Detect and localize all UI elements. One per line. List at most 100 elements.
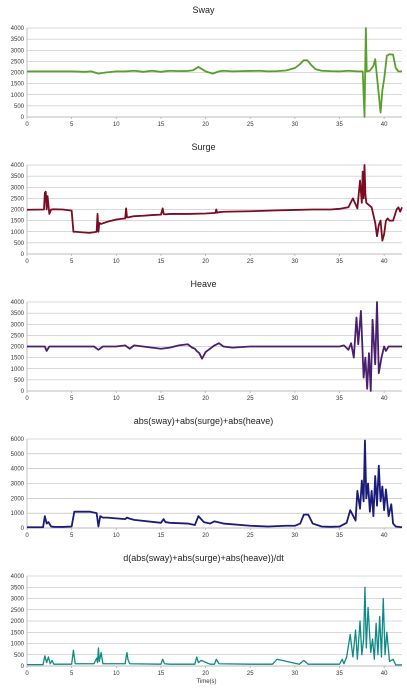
x-tick-label: 25 [247,671,254,677]
x-tick-label: 5 [70,396,74,402]
y-tick-label: 2500 [11,333,25,339]
y-tick-label: 3500 [11,174,25,180]
chart-panel-3: abs(sway)+abs(surge)+abs(heave) 0 1000 2000… [11,416,403,539]
y-tick-label: 1500 [11,356,25,362]
y-tick-label: 1000 [11,367,25,373]
y-tick-label: 3500 [11,311,25,317]
chart-title: abs(sway)+abs(surge)+abs(heave) [134,416,274,426]
x-tick-label: 35 [336,122,343,128]
series-line-0 [27,439,403,529]
x-tick-label: 35 [336,259,343,265]
x-tick-label: 15 [158,396,165,402]
y-tick-label: 2000 [11,71,25,77]
x-tick-label: 0 [25,122,29,128]
y-tick-label: 3000 [11,185,25,191]
y-tick-label: 500 [14,241,25,247]
x-tick-label: 35 [336,396,343,402]
x-tick-label: 15 [158,259,165,265]
chart-panel-4: d(abs(sway)+abs(surge)+abs(heave))/dt050… [11,553,402,685]
x-tick-label: 15 [158,533,165,539]
y-tick-label: 4000 [11,163,25,169]
y-tick-label: 0 [21,389,25,395]
x-tick-label: 20 [202,122,209,128]
x-tick-label: 0 [25,671,29,677]
y-tick-label: 1500 [11,82,25,88]
x-tick-label: 15 [158,122,165,128]
chart-panel-0: Sway 0 500 1000 1500 2000 2500 3000 3500 4000 0 5 10… [11,5,402,128]
x-tick-label: 25 [247,122,254,128]
x-tick-label: 20 [202,396,209,402]
y-tick-label: 4000 [11,467,25,473]
y-tick-label: 1000 [11,230,25,236]
chart-title: Sway [192,5,215,15]
y-tick-label: 4000 [11,574,25,580]
y-tick-label: 1000 [11,93,25,99]
x-tick-label: 30 [292,259,299,265]
x-tick-label: 10 [113,259,120,265]
y-tick-label: 1500 [11,630,25,636]
x-tick-label: 10 [113,122,120,128]
x-tick-label: 5 [70,122,74,128]
x-tick-label: 5 [70,671,74,677]
y-tick-label: 2000 [11,208,25,214]
chart-title: Surge [191,142,215,152]
y-tick-label: 4000 [11,26,25,32]
x-tick-label: 25 [247,533,254,539]
x-tick-label: 0 [25,259,29,265]
x-tick-label: 0 [25,533,29,539]
x-tick-label: 15 [158,671,165,677]
y-tick-label: 2500 [11,608,25,614]
y-tick-label: 4000 [11,300,25,306]
x-tick-label: 40 [381,671,388,677]
x-tick-label: 20 [202,259,209,265]
y-tick-label: 3000 [11,48,25,54]
chart-title: Heave [190,279,216,289]
x-tick-label: 20 [202,533,209,539]
y-tick-label: 3000 [11,482,25,488]
x-tick-label: 30 [292,122,299,128]
x-tick-label: 25 [247,259,254,265]
x-tick-label: 40 [381,533,388,539]
y-tick-label: 2000 [11,496,25,502]
y-tick-label: 1000 [11,642,25,648]
y-tick-label: 3000 [11,322,25,328]
x-tick-label: 35 [336,533,343,539]
x-tick-label: 10 [113,396,120,402]
y-tick-label: 1500 [11,219,25,225]
x-tick-label: 35 [336,671,343,677]
y-tick-label: 2000 [11,619,25,625]
y-tick-label: 0 [21,664,25,670]
y-tick-label: 2000 [11,345,25,351]
chart-panel-1: Surge 0 500 1000 1500 2000 2500 3000 3500 4000 0 5 1… [11,142,403,265]
series-line-0 [26,164,403,242]
y-tick-label: 0 [21,115,25,121]
y-tick-label: 3500 [11,585,25,591]
y-tick-label: 500 [14,104,25,110]
x-tick-label: 30 [292,396,299,402]
x-tick-label: 40 [381,122,388,128]
series-line-0 [27,27,402,118]
chart-title: d(abs(sway)+abs(surge)+abs(heave))/dt [123,553,284,563]
y-tick-label: 0 [21,526,25,532]
y-tick-label: 500 [14,378,25,384]
x-tick-label: 30 [292,671,299,677]
x-tick-label: 30 [292,533,299,539]
x-axis-label: Time(s) [196,679,216,685]
series-line-0 [27,586,402,666]
y-tick-label: 1000 [11,511,25,517]
y-tick-label: 5000 [11,452,25,458]
y-tick-label: 2500 [11,196,25,202]
x-tick-label: 10 [113,671,120,677]
y-tick-label: 500 [14,653,25,659]
y-tick-label: 0 [21,252,25,258]
x-tick-label: 20 [202,671,209,677]
chart-panel-2: Heave 0 500 1000 1500 2000 2500 3000 3500 4000 0 5 1… [11,279,402,402]
y-tick-label: 6000 [11,437,25,443]
series-line-0 [27,301,402,392]
y-tick-label: 3000 [11,597,25,603]
x-tick-label: 25 [247,396,254,402]
x-tick-label: 5 [70,259,74,265]
x-tick-label: 0 [25,396,29,402]
y-tick-label: 3500 [11,37,25,43]
